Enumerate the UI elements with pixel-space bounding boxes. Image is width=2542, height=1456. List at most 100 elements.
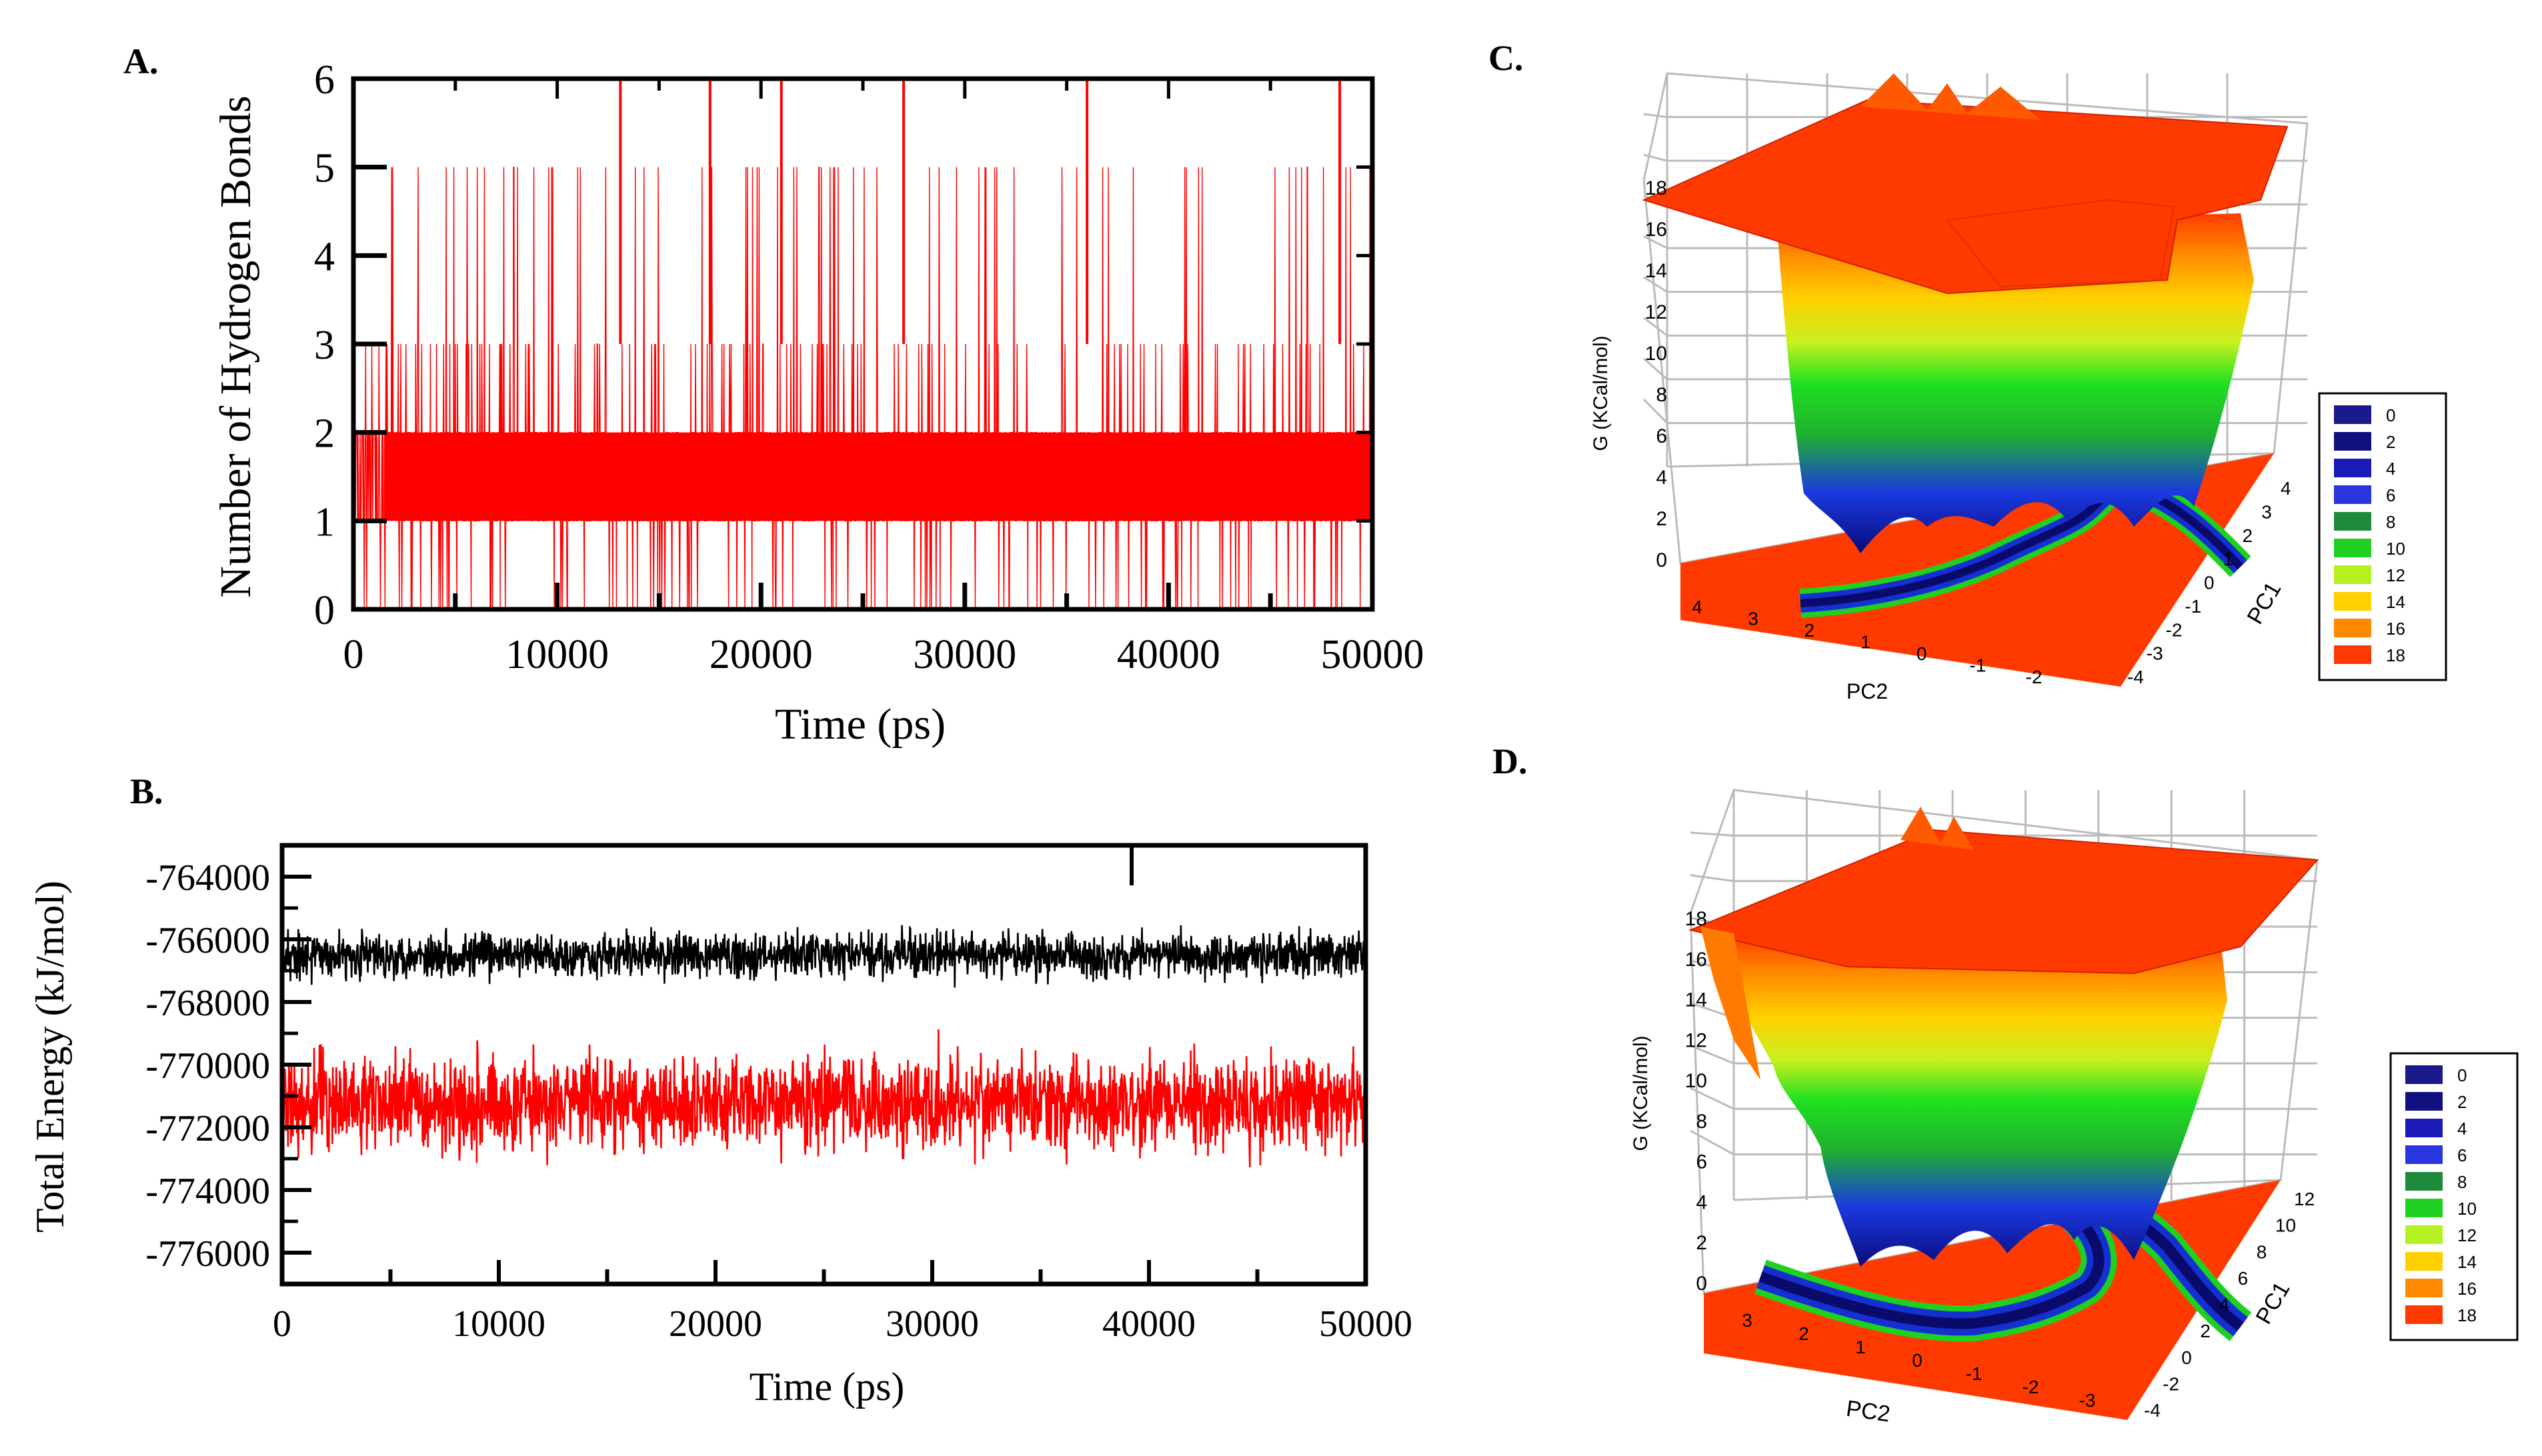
z-tick-label: 10 — [1645, 343, 1667, 365]
legend-swatch — [2334, 565, 2371, 584]
panel-a-x-tick-label: 30000 — [913, 632, 1016, 677]
legend-entry: 0 — [2386, 405, 2395, 425]
z-tick-label: 10 — [1685, 1070, 1707, 1092]
panel-a-dense-band — [383, 432, 1372, 521]
z-tick-label: 4 — [1696, 1191, 1707, 1213]
panel-c-free-energy-landscape: C. 02468101214161843210-1-2-3-443210-1-2… — [1488, 38, 2447, 703]
z-tick-label: 6 — [1696, 1151, 1707, 1173]
panel-b-series-red — [281, 1029, 1367, 1168]
pc2-tick-label: 2 — [1804, 620, 1815, 641]
legend-entry: 16 — [2457, 1279, 2477, 1299]
panel-a-x-tick-label: 50000 — [1321, 632, 1424, 677]
pc2-tick-label: -1 — [1969, 655, 1986, 676]
pc2-tick-label: -2 — [2026, 667, 2043, 687]
legend-entry: 6 — [2386, 485, 2395, 505]
legend-entry: 0 — [2457, 1065, 2467, 1085]
panel-b-series-black — [281, 925, 1367, 988]
panel-a-hbonds-chart: A. 0 1 2 3 4 5 6 0 10000 20000 30000 40000 50000 Tim… — [123, 41, 1424, 749]
legend-swatch — [2405, 1065, 2443, 1084]
legend-swatch — [2405, 1252, 2443, 1271]
legend-entry: 6 — [2457, 1145, 2467, 1165]
grid-line — [1690, 1044, 1734, 1065]
z-tick-label: 8 — [1696, 1111, 1707, 1133]
pc1-tick-label: -4 — [2127, 667, 2144, 687]
pc2-tick-label: 3 — [1748, 609, 1758, 629]
pc1-tick-label: 1 — [2223, 549, 2234, 569]
panel-a-y-tick-label: 3 — [314, 323, 335, 368]
legend-swatch — [2334, 592, 2371, 611]
panel-a-y-tick-label: 2 — [314, 411, 335, 457]
pc1-tick-label: 3 — [2261, 501, 2272, 522]
pc1-tick-label: -4 — [2144, 1400, 2161, 1421]
panel-b-y-tick-label: -772000 — [145, 1108, 270, 1149]
grid-line — [1643, 113, 1668, 119]
panel-c-pc1-label: PC1 — [2242, 577, 2286, 628]
z-tick-label: 16 — [1645, 219, 1667, 241]
panel-b-data-series — [281, 925, 1367, 1168]
grid-line — [1690, 874, 1734, 883]
legend-entry: 8 — [2457, 1172, 2467, 1192]
panel-b-x-tick-label: 20000 — [669, 1303, 762, 1345]
panel-a-y-tick-label: 5 — [314, 146, 335, 191]
z-tick-label: 2 — [1696, 1232, 1707, 1254]
pc2-tick-label: -2 — [2023, 1377, 2039, 1397]
pc1-tick-label: -1 — [2185, 596, 2201, 617]
panel-a-y-label: Number of Hydrogen Bonds — [211, 95, 260, 597]
panel-b-x-tick-label: 10000 — [452, 1303, 545, 1345]
panel-d-pc2-label: PC2 — [1844, 1396, 1892, 1427]
z-tick-label: 0 — [1696, 1273, 1707, 1295]
legend-entry: 4 — [2386, 459, 2395, 479]
grid-line — [1643, 357, 1668, 381]
pc1-tick-label: 2 — [2243, 525, 2253, 546]
panel-d-energy-well — [1707, 933, 2227, 1267]
z-tick-label: 16 — [1685, 949, 1707, 971]
grid-line — [1643, 317, 1668, 337]
legend-swatch — [2405, 1225, 2443, 1244]
panel-b-y-tick-label: -764000 — [145, 857, 270, 899]
pc2-tick-label: 1 — [1860, 632, 1871, 653]
legend-entry: 14 — [2386, 592, 2405, 612]
pc1-tick-label: 12 — [2294, 1189, 2315, 1209]
grid-line — [1690, 1129, 1734, 1155]
panel-b-x-tick-label: 50000 — [1319, 1303, 1412, 1345]
z-tick-label: 14 — [1685, 989, 1707, 1011]
panel-a-x-tick-label: 10000 — [505, 632, 609, 677]
grid-line — [1690, 1087, 1734, 1110]
pc1-tick-label: 10 — [2275, 1215, 2296, 1236]
legend-entry: 18 — [2386, 645, 2405, 665]
legend-entry: 4 — [2457, 1119, 2467, 1139]
panel-c-z-label: G (KCal/mol) — [1590, 335, 1612, 451]
panel-d-plateau — [1688, 829, 2319, 975]
panel-a-y-tick-label: 4 — [314, 234, 335, 279]
legend-swatch — [2405, 1119, 2443, 1137]
panel-d-label: D. — [1492, 741, 1528, 781]
pc2-tick-label: -1 — [1966, 1363, 1983, 1384]
panel-b-label: B. — [130, 771, 163, 811]
panel-a-y-tick-label: 0 — [314, 588, 335, 633]
panel-b-y-tick-label: -774000 — [145, 1171, 270, 1212]
panel-b-x-tick-label: 40000 — [1102, 1303, 1196, 1345]
pc2-tick-label: 0 — [1912, 1350, 1923, 1371]
panel-d-pc1-label: PC1 — [2251, 1277, 2295, 1328]
panel-b-y-tick-label: -768000 — [145, 983, 270, 1024]
grid-line — [1690, 831, 1734, 837]
panel-b-y-tick-label: -766000 — [145, 920, 270, 961]
pc1-tick-label: 8 — [2257, 1241, 2267, 1262]
panel-c-energy-well — [1777, 213, 2254, 553]
pc1-tick-label: 4 — [2281, 478, 2291, 499]
panel-a-x-tick-label: 40000 — [1117, 632, 1220, 677]
panel-a-data-series — [353, 79, 1373, 610]
z-tick-label: 4 — [1656, 467, 1667, 489]
panel-b-x-tick-label: 30000 — [886, 1303, 979, 1345]
legend-swatch — [2334, 645, 2371, 664]
panel-c-label: C. — [1488, 38, 1524, 78]
pc1-tick-label: -3 — [2147, 643, 2163, 664]
z-tick-label: 6 — [1656, 425, 1667, 447]
panel-b-y-label: Total Energy (kJ/mol) — [28, 881, 72, 1233]
z-tick-label: 12 — [1645, 301, 1667, 323]
z-tick-label: 0 — [1656, 549, 1667, 571]
grid-line — [1643, 235, 1668, 249]
legend-swatch — [2405, 1172, 2443, 1191]
panel-a-x-tick-label: 0 — [343, 632, 364, 677]
